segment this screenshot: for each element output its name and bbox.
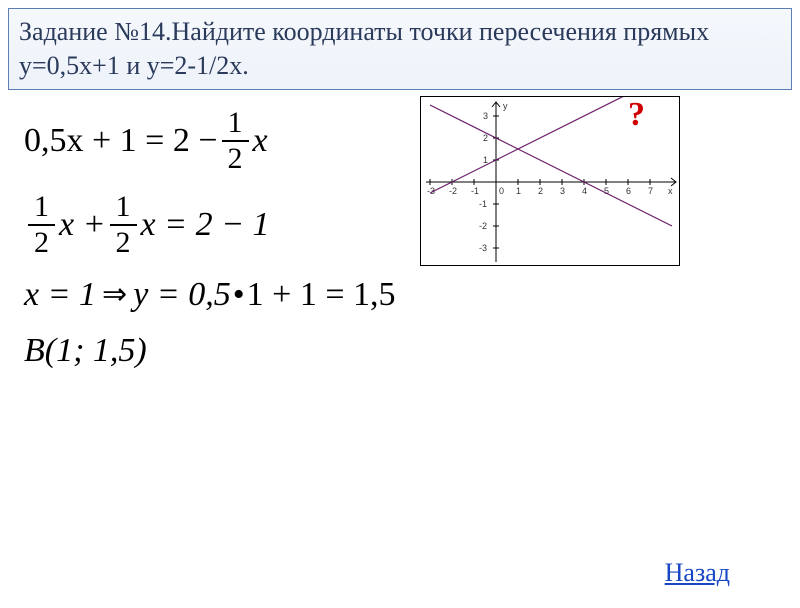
svg-text:-1: -1	[471, 186, 479, 196]
eq1-frac-den: 2	[222, 142, 249, 174]
svg-text:1: 1	[483, 155, 488, 165]
eq2-frac1-num: 1	[28, 192, 55, 226]
eq2-right: x = 2 − 1	[141, 206, 270, 244]
task-box: Задание №14.Найдите координаты точки пер…	[8, 8, 792, 90]
eq1-fraction: 1 2	[222, 108, 249, 174]
back-link[interactable]: Назад	[665, 558, 730, 588]
svg-text:-3: -3	[479, 243, 487, 253]
eq2-fraction-1: 1 2	[28, 192, 55, 258]
question-mark: ?	[628, 96, 645, 134]
eq2-mid: x +	[59, 206, 106, 244]
task-prefix: Задание №	[19, 17, 139, 46]
svg-text:-2: -2	[479, 221, 487, 231]
svg-text:-2: -2	[449, 186, 457, 196]
eq3-tail: 1 + 1 = 1,5	[247, 276, 396, 314]
svg-text:1: 1	[516, 186, 521, 196]
content-area: 0,5x + 1 = 2 − 1 2 x 1 2 x + 1 2 x = 2 −…	[0, 90, 800, 370]
eq1-left: 0,5x + 1 = 2 −	[24, 122, 218, 160]
svg-text:4: 4	[582, 186, 587, 196]
origin-label: 0	[499, 186, 504, 196]
task-text: Задание №14.Найдите координаты точки пер…	[19, 15, 781, 83]
implies-arrow-icon: ⇒	[102, 277, 127, 312]
task-number: 14	[139, 17, 165, 46]
svg-text:3: 3	[483, 111, 488, 121]
eq1-frac-num: 1	[222, 108, 249, 142]
svg-text:7: 7	[648, 186, 653, 196]
eq1-right: x	[253, 122, 268, 160]
eq3-left: x = 1	[24, 276, 96, 314]
svg-text:3: 3	[560, 186, 565, 196]
svg-text:6: 6	[626, 186, 631, 196]
x-axis-label: x	[668, 186, 673, 196]
svg-text:2: 2	[538, 186, 543, 196]
equation-line-3: x = 1 ⇒ y = 0,5 • 1 + 1 = 1,5	[24, 276, 780, 314]
y-axis-label: y	[503, 101, 508, 111]
eq2-frac1-den: 2	[28, 226, 55, 258]
graph-line-1	[430, 97, 650, 193]
multiply-dot-icon: •	[233, 276, 245, 314]
eq2-frac2-den: 2	[110, 226, 137, 258]
equation-answer: B(1; 1,5)	[24, 332, 780, 370]
answer-text: B(1; 1,5)	[24, 332, 147, 370]
svg-text:2: 2	[483, 133, 488, 143]
eq3-right: y = 0,5	[133, 276, 231, 314]
eq2-frac2-num: 1	[110, 192, 137, 226]
svg-text:-1: -1	[479, 199, 487, 209]
eq2-fraction-2: 1 2	[110, 192, 137, 258]
